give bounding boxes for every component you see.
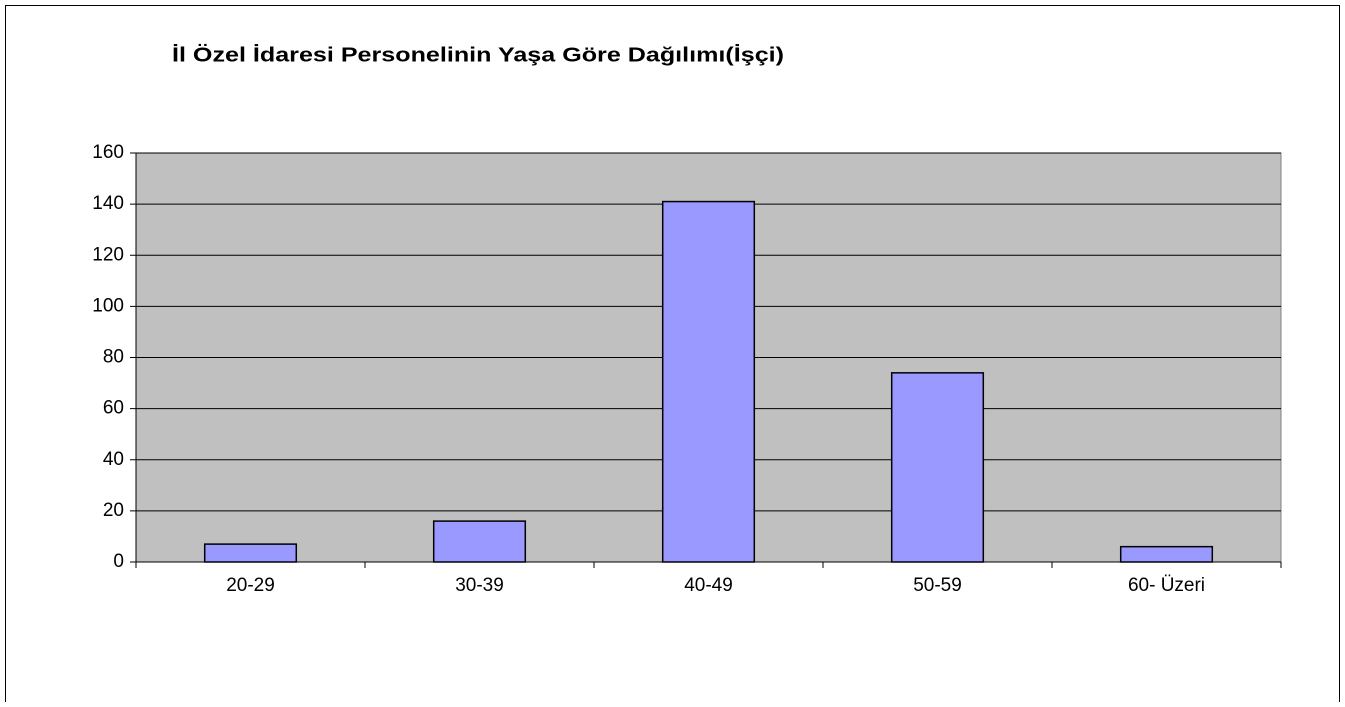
y-tick-label: 40	[103, 449, 124, 470]
x-tick-label: 40-49	[684, 575, 733, 596]
y-tick-label: 140	[92, 193, 124, 214]
y-tick-label: 0	[113, 551, 124, 572]
x-tick-label: 50-59	[913, 575, 962, 596]
bar	[661, 200, 756, 563]
chart-border	[5, 5, 1340, 702]
x-tick-label: 20-29	[226, 575, 275, 596]
x-tick-label: 60- Üzeri	[1128, 575, 1205, 596]
y-tick-label: 80	[103, 347, 124, 368]
y-tick-label: 120	[92, 244, 124, 265]
bar	[432, 520, 527, 563]
y-tick-label: 100	[92, 295, 124, 316]
x-tick-label: 30-39	[455, 575, 504, 596]
chart-title: İl Özel İdaresi Personelinin Yaşa Göre D…	[172, 43, 784, 66]
y-tick-label: 60	[103, 398, 124, 419]
bar	[890, 372, 985, 563]
y-tick-label: 160	[92, 142, 124, 163]
y-tick-label: 20	[103, 500, 124, 521]
bar	[203, 543, 298, 563]
bar	[1119, 545, 1214, 563]
